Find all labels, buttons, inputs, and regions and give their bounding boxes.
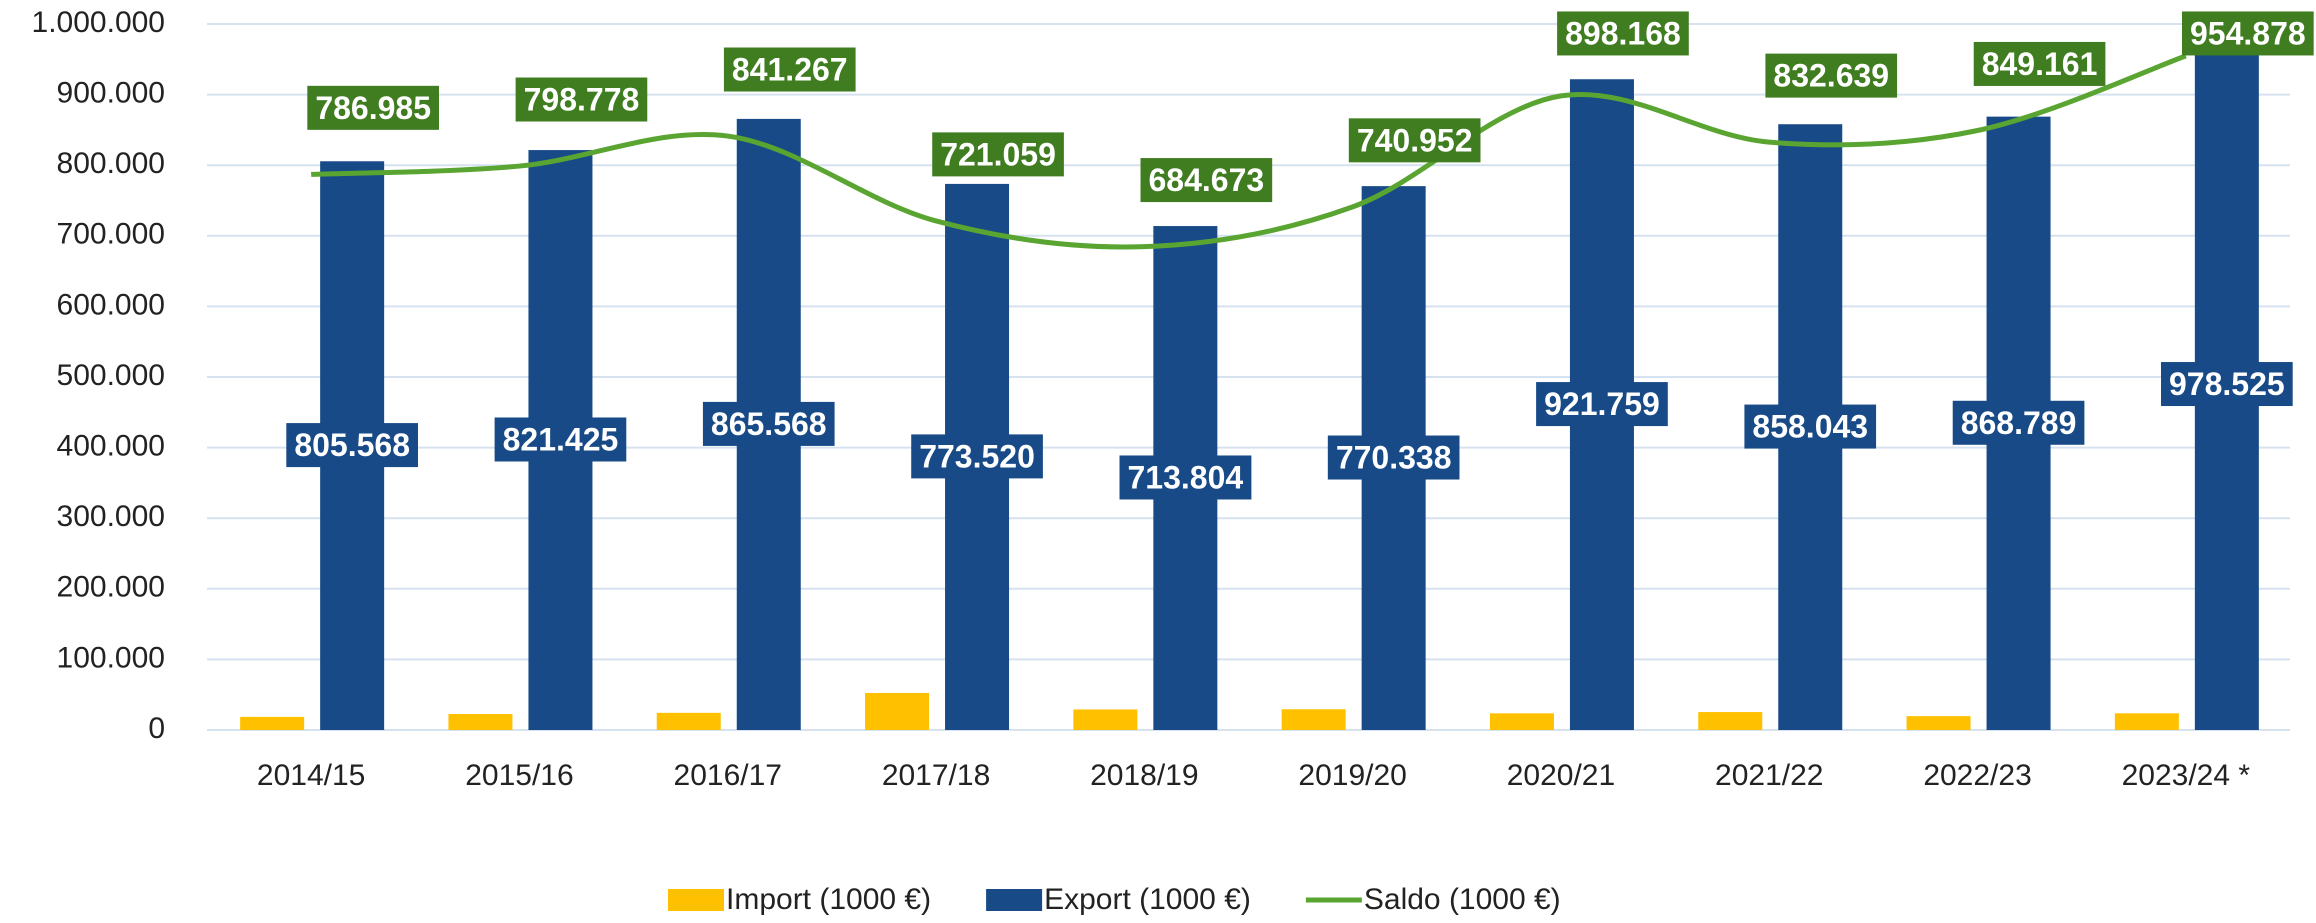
- data-label-box: [494, 417, 627, 462]
- x-tick-label: 2016/17: [674, 759, 782, 792]
- data-label: 773.520: [919, 438, 1035, 474]
- data-label: 921.759: [1544, 386, 1660, 422]
- legend-swatch: [668, 889, 724, 911]
- y-tick-label: 600.000: [57, 288, 165, 321]
- bar: [656, 712, 721, 730]
- data-label-box: [1952, 400, 2085, 445]
- y-tick-label: 800.000: [57, 147, 165, 180]
- x-tick-label: 2017/18: [882, 759, 990, 792]
- x-tick-label: 2019/20: [1298, 759, 1406, 792]
- data-label: 805.568: [294, 427, 410, 463]
- y-tick-label: 500.000: [57, 359, 165, 392]
- data-label-box: [1765, 53, 1898, 98]
- data-label: 740.952: [1357, 122, 1473, 158]
- x-tick-label: 2021/22: [1715, 759, 1823, 792]
- data-label-box: [723, 47, 856, 92]
- data-label-box: [1140, 158, 1273, 203]
- data-label-box: [2182, 11, 2314, 56]
- x-tick-label: 2023/24 *: [2122, 759, 2251, 792]
- data-label-box: [932, 132, 1064, 177]
- data-label-box: [1557, 11, 1689, 56]
- x-tick-label: 2022/23: [1923, 759, 2031, 792]
- data-label: 684.673: [1149, 162, 1265, 198]
- data-label-box: [911, 434, 1043, 479]
- bar: [1906, 716, 1971, 730]
- data-label: 898.168: [1565, 15, 1681, 51]
- y-tick-label: 400.000: [57, 430, 165, 463]
- data-label-box: [286, 423, 418, 468]
- y-tick-label: 1.000.000: [32, 6, 165, 39]
- data-label: 798.778: [524, 82, 640, 118]
- legend-label: Import (1000 €): [726, 883, 931, 916]
- bar: [1489, 713, 1554, 730]
- data-label-box: [1536, 382, 1668, 427]
- data-label-box: [1744, 404, 1877, 449]
- data-label: 821.425: [503, 421, 619, 457]
- data-label: 978.525: [2169, 366, 2285, 402]
- x-tick-label: 2020/21: [1507, 759, 1615, 792]
- x-tick-label: 2014/15: [257, 759, 365, 792]
- data-label-box: [1327, 435, 1460, 480]
- data-label-box: [1973, 41, 2106, 86]
- data-label-box: [2161, 362, 2293, 407]
- y-tick-label: 700.000: [57, 218, 165, 251]
- data-label: 858.043: [1752, 409, 1868, 445]
- data-label: 865.568: [711, 406, 827, 442]
- bar: [1281, 709, 1346, 730]
- legend-label: Export (1000 €): [1044, 883, 1251, 916]
- data-label-box: [515, 77, 648, 122]
- legend-label: Saldo (1000 €): [1364, 883, 1561, 916]
- data-label-box: [307, 85, 439, 130]
- data-label: 832.639: [1773, 58, 1889, 94]
- data-label-box: [1348, 118, 1481, 163]
- bar: [2114, 713, 2179, 730]
- bar: [1073, 709, 1138, 730]
- data-label: 849.161: [1982, 46, 2098, 82]
- data-label: 721.059: [940, 136, 1056, 172]
- data-label: 868.789: [1961, 405, 2077, 441]
- data-label: 841.267: [732, 52, 848, 88]
- data-label: 770.338: [1336, 440, 1452, 476]
- data-label-box: [702, 401, 835, 446]
- x-tick-label: 2015/16: [465, 759, 573, 792]
- y-tick-label: 900.000: [57, 77, 165, 110]
- data-label: 713.804: [1128, 459, 1244, 495]
- data-label-box: [1119, 455, 1252, 500]
- y-tick-label: 0: [148, 712, 165, 745]
- bar: [448, 714, 513, 730]
- legend: Import (1000 €) Export (1000 €) Saldo (100…: [668, 883, 1561, 916]
- legend-swatch: [986, 889, 1043, 911]
- y-tick-label: 300.000: [57, 500, 165, 533]
- bar: [865, 692, 930, 730]
- line: [311, 53, 2187, 250]
- bar: [1698, 712, 1763, 730]
- x-tick-label: 2018/19: [1090, 759, 1198, 792]
- y-tick-label: 200.000: [57, 571, 165, 604]
- bar: [240, 716, 305, 730]
- data-label: 954.878: [2190, 15, 2306, 51]
- data-label: 786.985: [315, 90, 431, 126]
- y-tick-label: 100.000: [57, 641, 165, 674]
